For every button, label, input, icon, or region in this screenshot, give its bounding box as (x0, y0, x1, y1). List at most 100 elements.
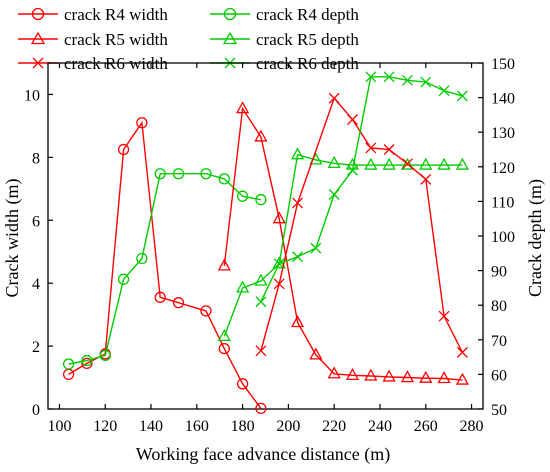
data-point (172, 297, 185, 309)
data-point (154, 291, 166, 303)
legend-label-r4-width: crack R4 width (64, 5, 168, 24)
data-point (420, 76, 432, 88)
data-point (401, 158, 413, 170)
data-point (310, 242, 322, 254)
data-point (364, 368, 378, 381)
x-tick-label: 240 (368, 418, 392, 435)
data-point (272, 211, 286, 224)
series-crack-r6-depth (255, 71, 468, 308)
data-point (456, 346, 468, 358)
y-axis-left-label: Crack width (m) (2, 179, 23, 298)
data-point (455, 157, 469, 170)
data-point (437, 157, 451, 170)
data-point (273, 258, 285, 270)
data-point (255, 194, 267, 206)
legend-item-r5-depth: crack R5 depth (210, 30, 359, 49)
data-point (420, 173, 432, 185)
data-point (273, 278, 285, 290)
data-point (365, 71, 377, 83)
y-right-tick-label: 110 (491, 194, 514, 211)
y-left-tick-label: 0 (32, 402, 40, 419)
data-point (364, 157, 378, 170)
series-crack-r6-width (255, 92, 468, 358)
data-point (236, 190, 249, 202)
data-point (455, 372, 469, 385)
y-right-tick-label: 140 (491, 91, 515, 108)
y-right-tick-label: 120 (491, 160, 515, 177)
data-point (328, 189, 340, 200)
data-point (438, 85, 450, 97)
series-line (68, 120, 262, 409)
x-tick-label: 260 (414, 418, 438, 435)
x-tick-label: 120 (93, 418, 117, 435)
data-point (255, 296, 267, 308)
legend-item-r4-width: crack R4 width (18, 5, 168, 24)
x-tick-label: 140 (139, 418, 163, 435)
data-point (419, 370, 433, 383)
y-right-tick-label: 80 (491, 298, 507, 315)
data-point (200, 305, 212, 317)
x-axis-label: Working face advance distance (m) (136, 444, 390, 465)
data-point (236, 280, 250, 293)
data-point (456, 90, 468, 102)
y-right-tick-label: 90 (491, 264, 507, 281)
data-point (236, 101, 250, 114)
data-point (328, 92, 340, 104)
data-point (200, 168, 212, 180)
data-point (81, 357, 93, 370)
legend-item-r4-depth: crack R4 depth (210, 5, 359, 24)
x-tick-label: 100 (47, 418, 71, 435)
data-point (218, 342, 230, 355)
data-point (347, 164, 358, 176)
data-point (347, 114, 358, 126)
y-left-tick-label: 8 (32, 150, 40, 167)
legend-item-r5-width: crack R5 width (18, 30, 168, 49)
data-point (309, 347, 323, 360)
data-point (99, 349, 111, 362)
data-point (292, 251, 304, 263)
series-crack-r5-width (217, 101, 469, 385)
legend-label-r4-depth: crack R4 depth (256, 5, 359, 24)
data-point (327, 155, 341, 168)
data-point (218, 173, 230, 185)
data-point (117, 143, 130, 156)
data-point (217, 328, 231, 341)
y-right-tick-label: 150 (491, 56, 515, 73)
data-point (290, 315, 305, 328)
y-left-tick-label: 2 (32, 339, 40, 356)
axes: 100 120 140 160 180 200 220 240 260 280 0 2 4 6 8 10 50 6… (24, 56, 515, 435)
series-line (260, 96, 464, 353)
data-point (437, 371, 451, 384)
series-crack-r4-depth (62, 168, 267, 370)
y-right-tick-label: 70 (491, 333, 507, 350)
data-point (81, 354, 93, 367)
series-crack-r4-width (62, 117, 267, 415)
data-point (255, 402, 267, 415)
data-point (365, 142, 377, 154)
series-line (68, 172, 262, 365)
series-line (260, 76, 463, 303)
legend-label-r5-depth: crack R5 depth (256, 30, 359, 49)
y-right-tick-label: 50 (491, 402, 507, 419)
series-layer (62, 71, 469, 415)
data-point (255, 345, 267, 357)
data-point (292, 197, 304, 209)
data-point (327, 366, 341, 379)
y-left-tick-label: 4 (32, 276, 40, 293)
data-point (438, 310, 450, 322)
y-right-tick-label: 100 (491, 229, 515, 246)
x-tick-label: 160 (185, 418, 209, 435)
x-tick-label: 280 (460, 418, 484, 435)
series-crack-r5-depth (217, 147, 469, 341)
data-point (400, 370, 415, 383)
data-point (290, 147, 305, 160)
y-axis-right-label: Crack depth (m) (525, 179, 546, 297)
plot-frame (47, 62, 484, 410)
data-point (254, 129, 268, 142)
data-point (383, 144, 395, 155)
data-point (345, 367, 360, 380)
data-point (154, 168, 166, 180)
data-point (136, 252, 148, 265)
data-point (382, 369, 396, 382)
y-left-tick-label: 6 (32, 213, 40, 230)
